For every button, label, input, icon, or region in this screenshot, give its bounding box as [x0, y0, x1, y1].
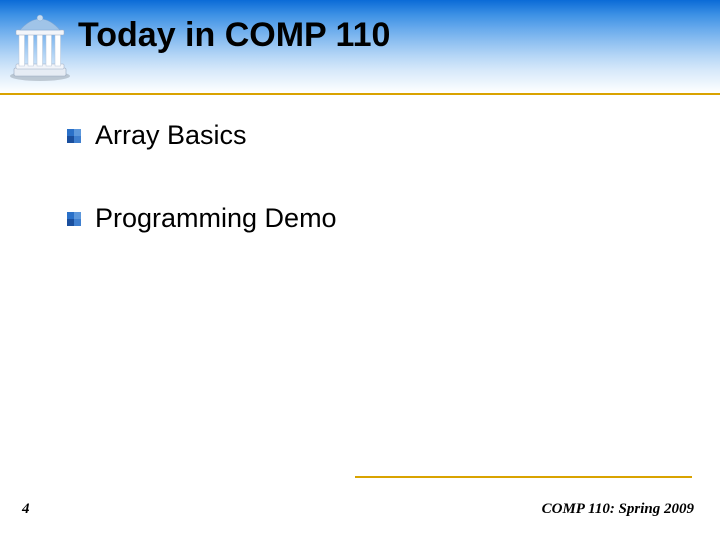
content-area: Array Basics Programming Demo: [95, 120, 680, 286]
course-label: COMP 110: Spring 2009: [542, 501, 694, 518]
slide-title: Today in COMP 110: [78, 16, 390, 55]
bullet-text: Programming Demo: [95, 203, 337, 234]
footer-accent-line: [355, 476, 692, 478]
bullet-text: Array Basics: [95, 120, 247, 151]
slide: Today in COMP 110 Array Basics: [0, 0, 720, 540]
footer: 4 COMP 110: Spring 2009: [0, 488, 720, 518]
logo-old-well-icon: [6, 12, 74, 82]
bullet-item: Programming Demo: [95, 203, 680, 234]
bullet-square-icon: [67, 212, 81, 226]
bullet-square-icon: [67, 129, 81, 143]
page-number: 4: [22, 501, 30, 518]
bullet-item: Array Basics: [95, 120, 680, 151]
